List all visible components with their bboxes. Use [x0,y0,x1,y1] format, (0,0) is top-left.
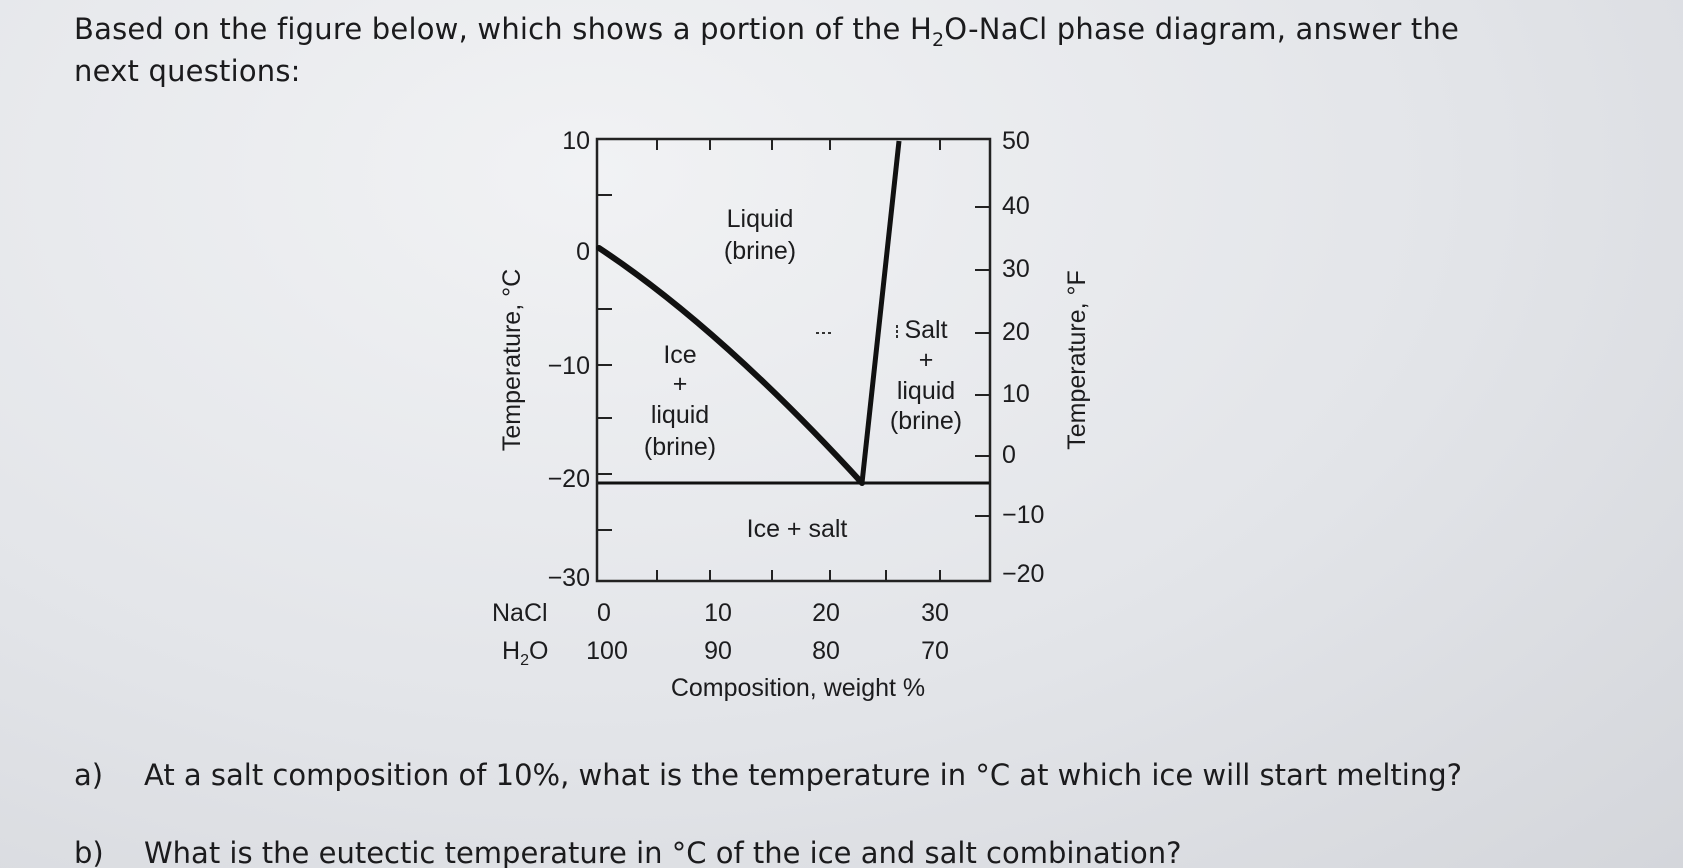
region-salt-liquid-line: (brine) [890,407,962,435]
h2o-tick-label: 70 [921,637,949,665]
right-tick-label: 30 [1002,255,1030,283]
left-tick-label: −20 [548,465,590,493]
question-intro: Based on the figure below, which shows a… [74,14,1494,87]
part-letter: b) [74,836,104,868]
x-axis-ticks [656,139,941,581]
part-text: At a salt composition of 10%, what is th… [144,758,1463,792]
right-axis-ticks [975,206,990,517]
region-ice-liquid-line: liquid [651,401,709,429]
x-axis-title: Composition, weight % [671,674,925,702]
region-salt-liquid-line: + [919,346,934,374]
nacl-tick-label: 20 [812,599,840,627]
right-tick-label: 0 [1002,441,1016,469]
right-tick-label: 40 [1002,192,1030,220]
region-liquid-line: Liquid [727,205,794,233]
right-tick-label: −20 [1002,560,1044,588]
nacl-tick-label: 30 [921,599,949,627]
region-ice-liquid: Ice + liquid (brine) [644,341,716,461]
right-tick-label: 50 [1002,127,1030,155]
left-tick-label: −30 [548,564,590,592]
part-text: What is the eutectic temperature in °C o… [144,836,1182,868]
intro-before: Based on the figure below, which shows a… [74,12,932,46]
left-tick-label: 10 [562,127,590,155]
right-tick-label: 20 [1002,318,1030,346]
intro-subscript: 2 [932,28,945,51]
region-liquid-line: (brine) [724,237,796,265]
nacl-tick-label: 10 [704,599,732,627]
region-ice-salt: Ice + salt [747,515,848,543]
plot-frame [595,137,992,583]
right-tick-label: −10 [1002,501,1044,529]
h2o-tick-label: 90 [704,637,732,665]
region-ice-liquid-line: Ice [663,341,696,369]
nacl-tick-label: 0 [597,599,611,627]
region-ice-liquid-line: (brine) [644,433,716,461]
intro-after: O-NaCl phase diagram, answer the next qu… [74,12,1460,88]
region-salt-liquid: Salt + liquid (brine) [890,316,962,435]
left-tick-label: 0 [576,238,590,266]
left-tick-label: −10 [548,352,590,380]
question-part-b: b) What is the eutectic temperature in °C… [74,836,1182,868]
liquidus-salt-line [859,140,902,484]
region-salt-liquid-line: liquid [897,377,955,405]
nacl-row-label: NaCl [492,599,548,627]
h2o-row-label: H2O [502,637,548,669]
left-axis-ticks [597,194,612,531]
right-tick-label: 10 [1002,380,1030,408]
left-axis-title: Temperature, °C [498,269,526,451]
liquidus-ice-curve [596,245,865,486]
h2o-tick-label: 80 [812,637,840,665]
h2o-tick-label: 100 [586,637,628,665]
region-liquid: Liquid (brine) [724,205,796,265]
part-letter: a) [74,758,104,792]
region-salt-liquid-line: Salt [904,316,947,344]
question-part-a: a) At a salt composition of 10%, what is … [74,758,1462,792]
right-axis-title: Temperature, °F [1063,270,1091,450]
region-ice-liquid-line: + [673,370,688,398]
